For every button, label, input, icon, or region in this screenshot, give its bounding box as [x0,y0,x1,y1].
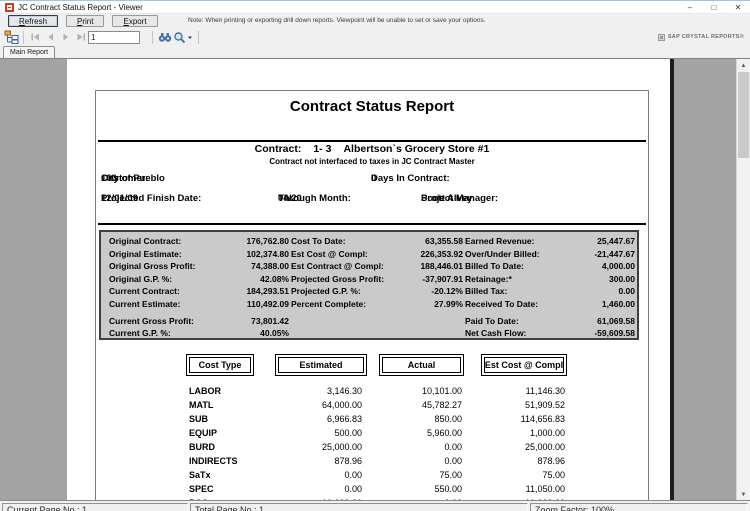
summary-item: Projected G.P. %:-20.12% [291,285,463,298]
summary-item: Original Estimate:102,374.80 [109,248,289,261]
tab-strip: Main Report [0,46,750,58]
summary-item: Original G.P. %:42.08% [109,273,289,286]
summary-item: Cost To Date:63,355.58 [291,235,463,248]
summary-item: Est Cost @ Compl:226,353.92 [291,248,463,261]
refresh-button[interactable]: Refresh [8,15,58,27]
binoculars-icon [158,31,172,43]
page-number-input[interactable] [88,31,140,44]
next-page-icon [59,31,72,43]
summary-item: Original Contract:176,762.80 [109,235,289,248]
close-button[interactable]: ✕ [726,1,750,13]
summary-item: Percent Complete:27.99% [291,298,463,311]
tab-main-report[interactable]: Main Report [3,46,55,58]
est-cost-compl-header: Est Cost @ Compl [481,354,567,376]
note-text: Note: When printing or exporting drill d… [188,17,486,24]
minimize-button[interactable]: – [678,1,702,13]
contract-subtitle: Contract not interfaced to taxes in JC C… [96,157,648,166]
divider [98,223,646,225]
first-page-button[interactable] [28,30,43,44]
separator [23,31,24,44]
separator [198,31,199,44]
summary-item: Current G.P. %:40.05% [109,327,289,340]
last-page-button[interactable] [73,30,88,44]
magnifier-icon [173,31,186,44]
report-viewer: Contract Status Report Contract: 1- 3 Albe… [0,58,750,500]
summary-item: Billed To Date:4,000.00 [465,260,635,273]
print-button[interactable]: Print [66,15,104,27]
contract-label: Contract: [255,143,302,155]
summary-item: Est Contract @ Compl:188,446.01 [291,260,463,273]
contract-number: 1- 3 [313,143,331,155]
scroll-up-button[interactable]: ▲ [737,59,750,72]
window-title: JC Contract Status Report - Viewer [18,3,143,12]
separator [152,31,153,44]
find-button[interactable] [157,30,172,45]
report-page: Contract Status Report Contract: 1- 3 Albe… [67,59,670,500]
dropdown-arrow-icon [187,35,193,40]
summary-item: Paid To Date:61,069.58 [465,315,635,328]
cost-type-header: Cost Type [186,354,254,376]
brand-text: SAP CRYSTAL REPORTS® [668,34,744,40]
summary-item: Current Contract:184,293.51 [109,285,289,298]
summary-item: Projected Gross Profit:-37,907.91 [291,273,463,286]
estimated-header: Estimated [275,354,367,376]
previous-page-icon [44,31,57,43]
vertical-scrollbar[interactable]: ▲ ▼ [736,59,750,500]
summary-item: Billed Tax:0.00 [465,285,635,298]
brand-area: SAP CRYSTAL REPORTS® [658,34,744,41]
first-page-icon [29,31,42,43]
button-bar: Refresh Print Export Note: When printing… [0,14,750,28]
divider [98,140,646,142]
scroll-thumb[interactable] [738,72,749,158]
summary-item: Earned Revenue:25,447.67 [465,235,635,248]
contract-line: Contract: 1- 3 Albertson`s Grocery Store #… [96,143,648,155]
page-shadow [670,59,674,500]
summary-item: Received To Date:1,460.00 [465,298,635,311]
summary-item: Over/Under Billed:-21,447.67 [465,248,635,261]
summary-item: Current Estimate:110,492.09 [109,298,289,311]
contract-name: Albertson`s Grocery Store #1 [343,143,489,155]
summary-item: Retainage:*300.00 [465,273,635,286]
summary-item: Current Gross Profit:73,801.42 [109,315,289,328]
title-bar: JC Contract Status Report - Viewer – □ ✕ [0,1,750,14]
status-bar: Current Page No.: 1 Total Page No.: 1 Zo… [0,500,750,511]
actual-header: Actual [379,354,464,376]
summary-item: Original Gross Profit:74,388.00 [109,260,289,273]
summary-item: Net Cash Flow:-59,609.58 [465,327,635,340]
previous-page-button[interactable] [43,30,58,44]
last-page-icon [74,31,87,43]
report-body: Contract Status Report Contract: 1- 3 Albe… [95,90,649,500]
zoom-button[interactable] [172,30,194,45]
group-tree-toggle-button[interactable] [4,30,19,45]
export-button[interactable]: Export [112,15,157,27]
report-title: Contract Status Report [96,98,648,115]
scroll-down-button[interactable]: ▼ [737,488,750,500]
group-tree-icon [4,30,19,44]
sap-logo-icon [658,34,665,41]
maximize-button[interactable]: □ [702,1,726,13]
viewer-toolbar: SAP CRYSTAL REPORTS® [0,28,750,46]
app-icon [5,3,14,12]
next-page-button[interactable] [58,30,73,44]
window-controls: – □ ✕ [678,1,750,13]
